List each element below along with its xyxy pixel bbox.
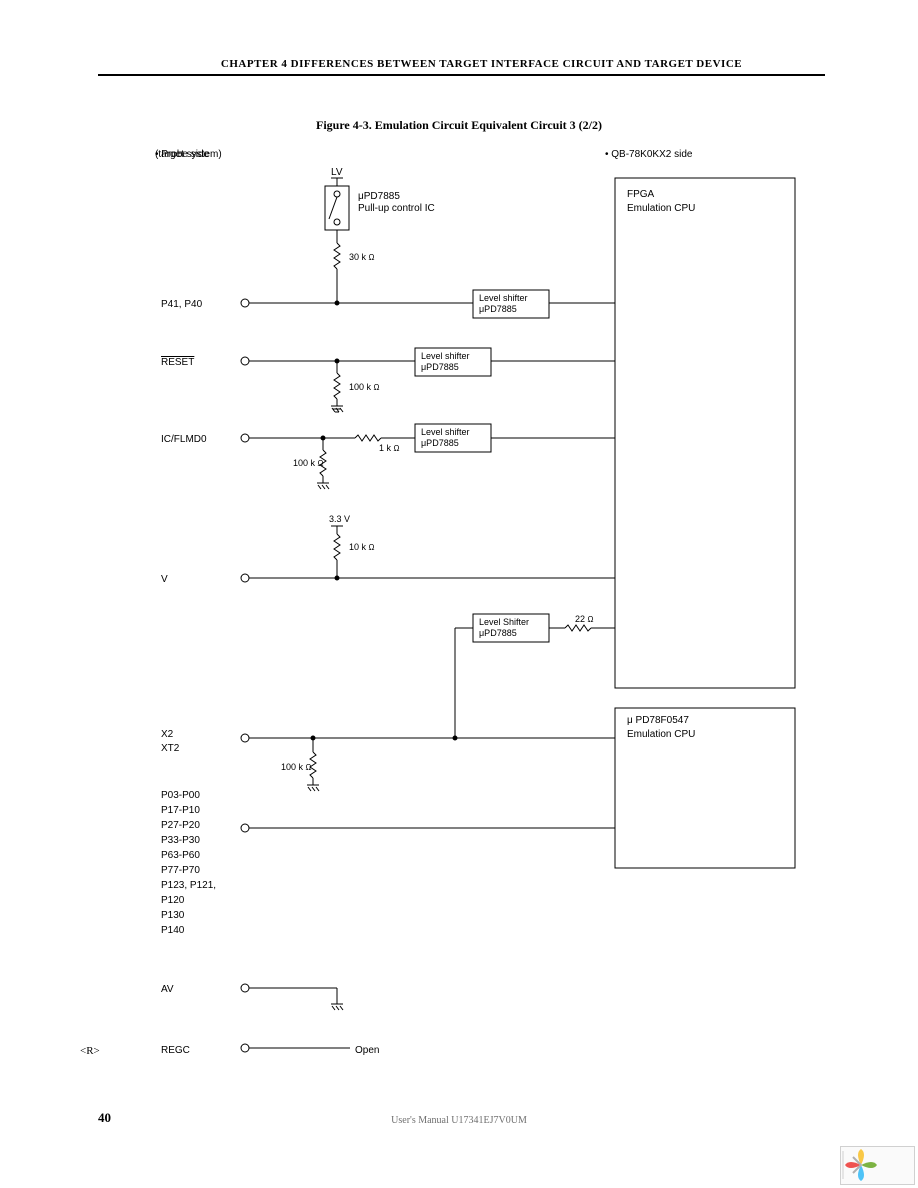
viewer-toolbar[interactable] — [840, 1146, 915, 1185]
circuit-svg — [155, 148, 795, 1068]
header-rule — [98, 74, 825, 76]
revision-marker: <R> — [80, 1045, 100, 1057]
chevron-right-icon[interactable] — [841, 1147, 871, 1183]
figure-title: Figure 4-3. Emulation Circuit Equivalent… — [0, 118, 918, 133]
page-header: CHAPTER 4 DIFFERENCES BETWEEN TARGET INT… — [155, 58, 808, 70]
circuit-diagram: • Probe side (target system) • QB-78K0KX… — [155, 148, 795, 1068]
footer-text: User's Manual U17341EJ7V0UM — [0, 1115, 918, 1126]
